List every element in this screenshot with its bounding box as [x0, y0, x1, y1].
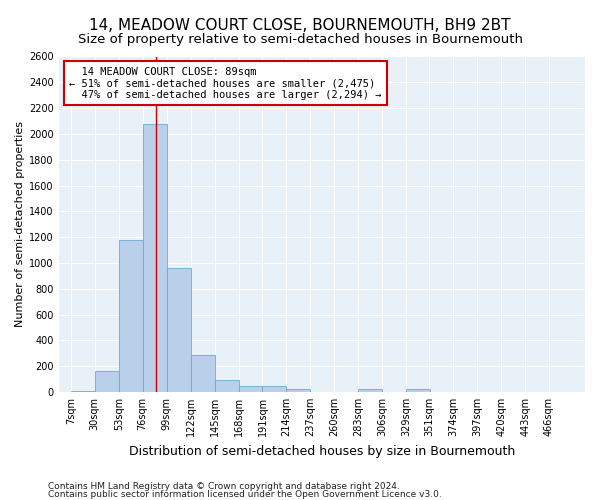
Bar [167, 268, 191, 392]
Text: Contains public sector information licensed under the Open Government Licence v3: Contains public sector information licen… [48, 490, 442, 499]
Bar [286, 388, 310, 392]
Bar [406, 388, 430, 392]
Bar [215, 380, 239, 392]
Bar [143, 124, 167, 392]
Bar [191, 355, 215, 392]
Bar [358, 388, 382, 392]
Bar [262, 386, 286, 392]
Text: Size of property relative to semi-detached houses in Bournemouth: Size of property relative to semi-detach… [77, 32, 523, 46]
Text: 14 MEADOW COURT CLOSE: 89sqm
← 51% of semi-detached houses are smaller (2,475)
 : 14 MEADOW COURT CLOSE: 89sqm ← 51% of se… [70, 66, 382, 100]
Text: Contains HM Land Registry data © Crown copyright and database right 2024.: Contains HM Land Registry data © Crown c… [48, 482, 400, 491]
Text: 14, MEADOW COURT CLOSE, BOURNEMOUTH, BH9 2BT: 14, MEADOW COURT CLOSE, BOURNEMOUTH, BH9… [89, 18, 511, 32]
Bar [119, 240, 143, 392]
X-axis label: Distribution of semi-detached houses by size in Bournemouth: Distribution of semi-detached houses by … [129, 444, 515, 458]
Bar [95, 372, 119, 392]
Y-axis label: Number of semi-detached properties: Number of semi-detached properties [15, 121, 25, 327]
Bar [239, 386, 262, 392]
